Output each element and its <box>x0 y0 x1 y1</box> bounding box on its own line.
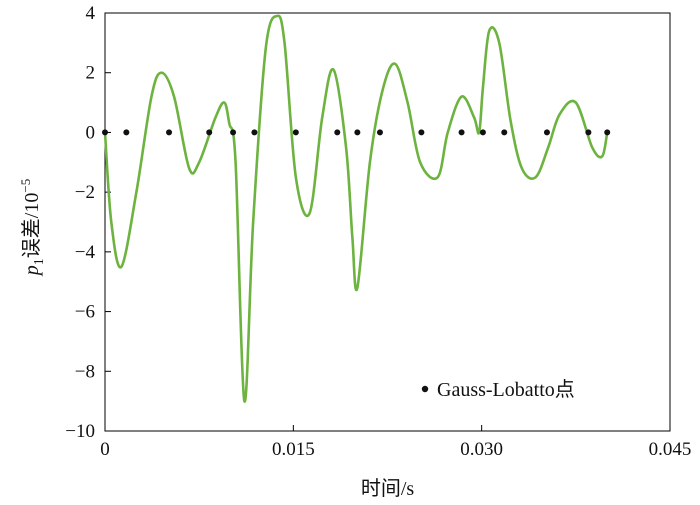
gauss-lobatto-point <box>376 129 383 136</box>
x-tick-label: 0.030 <box>460 439 503 460</box>
gauss-lobatto-point <box>458 129 465 136</box>
y-tick-label: −2 <box>75 182 95 203</box>
y-axis-symbol: p <box>21 265 43 277</box>
x-tick-label: 0 <box>100 439 110 460</box>
gauss-lobatto-point <box>501 129 508 136</box>
gauss-lobatto-point <box>206 129 213 136</box>
y-axis-exponent: −5 <box>18 179 33 193</box>
gauss-lobatto-point <box>123 129 130 136</box>
legend-label: Gauss-Lobatto点 <box>437 378 575 401</box>
gauss-lobatto-point <box>479 129 486 136</box>
x-axis-label: 时间/s <box>361 477 415 500</box>
x-tick-label: 0.045 <box>649 439 692 460</box>
gauss-lobatto-point <box>251 129 258 136</box>
gauss-lobatto-point <box>334 129 341 136</box>
y-tick-label: 0 <box>86 122 96 143</box>
y-axis-text: 误差/10 <box>20 193 43 259</box>
y-tick-label: −4 <box>75 242 96 263</box>
gauss-lobatto-point <box>292 129 299 136</box>
y-axis-ticks: −10 −8 −6 −4 −2 0 2 4 <box>65 3 111 442</box>
y-axis-label: p1误差/10−5 <box>18 179 47 277</box>
y-tick-label: −6 <box>75 302 95 323</box>
legend: Gauss-Lobatto点 <box>421 378 575 401</box>
gauss-lobatto-point <box>543 129 550 136</box>
plot-area: −10 −8 −6 −4 −2 0 2 4 0 0.015 0.030 0.045 <box>65 3 691 460</box>
gauss-lobatto-point <box>230 129 237 136</box>
gauss-lobatto-point <box>604 129 611 136</box>
y-tick-label: 2 <box>86 63 96 84</box>
y-tick-label: −10 <box>65 421 95 442</box>
gauss-lobatto-point <box>585 129 592 136</box>
x-axis-ticks: 0 0.015 0.030 0.045 <box>100 425 691 460</box>
plot-frame <box>104 12 671 432</box>
legend-marker <box>421 385 429 393</box>
gauss-lobatto-point <box>166 129 173 136</box>
gauss-lobatto-point <box>354 129 361 136</box>
x-tick-label: 0.015 <box>272 439 315 460</box>
y-tick-label: 4 <box>86 3 96 24</box>
y-axis-subscript: 1 <box>32 258 47 265</box>
svg-text:p1误差/10−5: p1误差/10−5 <box>18 179 47 277</box>
y-tick-label: −8 <box>75 361 95 382</box>
error-curve-line <box>103 14 609 403</box>
gauss-lobatto-point <box>418 129 425 136</box>
series-layer <box>102 14 611 403</box>
gauss-lobatto-point <box>102 129 108 136</box>
